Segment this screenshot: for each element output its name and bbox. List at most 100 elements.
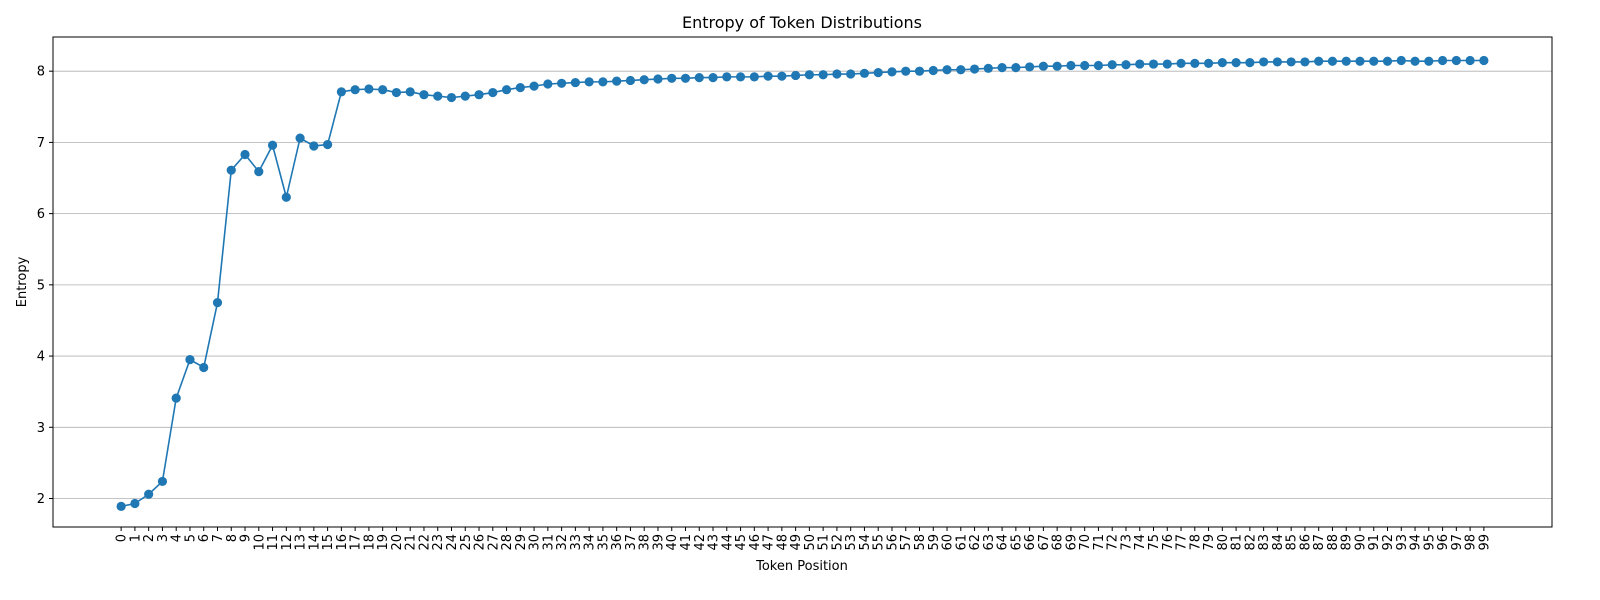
x-tick-label: 19	[376, 534, 391, 551]
x-tick-label: 36	[610, 534, 625, 551]
x-tick-label: 30	[528, 534, 543, 551]
data-point	[212, 298, 223, 308]
x-tick-label: 62	[968, 534, 983, 551]
data-point	[928, 65, 938, 76]
data-point	[433, 91, 443, 101]
data-point	[1272, 57, 1282, 67]
x-tick-label: 87	[1312, 534, 1327, 551]
x-tick-label: 1	[128, 534, 143, 542]
data-point	[1231, 58, 1241, 68]
data-point	[1121, 60, 1131, 70]
x-tick-label: 53	[844, 534, 859, 551]
data-point	[914, 66, 925, 76]
x-tick-label: 5	[183, 534, 198, 542]
data-point	[1176, 58, 1186, 68]
x-tick-label: 29	[514, 534, 529, 551]
data-point	[1465, 55, 1475, 66]
data-point	[1327, 56, 1338, 66]
x-tick-label: 50	[803, 534, 818, 551]
x-tick-label: 55	[872, 534, 887, 551]
data-point	[1066, 60, 1076, 71]
x-tick-label: 96	[1436, 534, 1451, 551]
x-tick-label: 31	[541, 534, 556, 551]
x-tick-label: 58	[913, 534, 928, 551]
x-tick-label: 64	[996, 534, 1011, 551]
data-point	[722, 72, 732, 82]
x-tick-label: 37	[624, 534, 639, 551]
x-tick-label: 74	[1133, 534, 1148, 551]
x-tick-label: 61	[954, 534, 969, 551]
data-point	[515, 82, 525, 93]
data-point	[956, 65, 966, 75]
x-tick-label: 0	[115, 534, 130, 542]
x-tick-label: 73	[1119, 534, 1134, 551]
x-tick-label: 45	[734, 534, 749, 551]
data-point	[1203, 58, 1214, 68]
x-tick-label: 97	[1450, 534, 1465, 551]
x-tick-label: 95	[1422, 534, 1437, 551]
data-point	[474, 90, 484, 100]
x-tick-label: 16	[335, 534, 350, 551]
data-point	[969, 64, 980, 74]
data-point	[144, 489, 154, 499]
data-point	[1025, 62, 1035, 72]
x-tick-label: 90	[1353, 534, 1368, 551]
y-tick-label: 4	[37, 350, 45, 365]
data-point	[281, 192, 291, 202]
x-tick-label: 4	[170, 534, 185, 542]
y-tick-label: 5	[37, 278, 45, 293]
y-tick-label: 7	[37, 136, 45, 151]
x-tick-label: 43	[707, 534, 722, 551]
y-tick-label: 8	[37, 65, 45, 80]
x-tick-label: 88	[1326, 534, 1341, 551]
data-point	[405, 87, 415, 97]
x-tick-label: 83	[1257, 534, 1272, 551]
data-point	[1080, 60, 1090, 71]
data-point	[1314, 56, 1324, 66]
x-tick-label: 49	[789, 534, 804, 551]
x-tick-label: 85	[1285, 534, 1300, 551]
data-point	[323, 139, 333, 150]
x-tick-label: 57	[899, 534, 914, 551]
y-axis-label: Entropy	[15, 256, 30, 307]
x-tick-label: 76	[1161, 534, 1176, 551]
data-point	[639, 75, 649, 85]
data-point	[1217, 58, 1227, 68]
plot-frame	[52, 36, 1553, 528]
x-tick-label: 40	[665, 534, 680, 551]
series-line	[120, 59, 1484, 508]
data-point	[267, 140, 278, 150]
data-point	[818, 70, 828, 80]
data-point	[460, 91, 470, 101]
data-point	[1038, 61, 1048, 71]
data-point	[1162, 59, 1172, 69]
data-point	[749, 72, 759, 82]
data-point	[598, 77, 608, 87]
x-tick-label: 92	[1381, 534, 1396, 551]
data-point	[1093, 60, 1104, 71]
x-tick-label: 15	[321, 534, 336, 551]
x-tick-label: 28	[500, 534, 515, 551]
x-tick-label: 56	[885, 534, 900, 551]
data-point	[557, 78, 567, 88]
x-tick-label: 70	[1078, 534, 1093, 551]
data-point	[446, 92, 457, 103]
x-tick-label: 9	[239, 534, 254, 542]
chart-title: Entropy of Token Distributions	[682, 13, 922, 32]
data-point	[185, 355, 195, 365]
data-point	[1286, 57, 1296, 67]
data-point	[309, 141, 319, 151]
x-tick-label: 69	[1064, 534, 1079, 551]
data-point	[1341, 56, 1351, 66]
data-point	[694, 72, 704, 83]
x-tick-label: 75	[1147, 534, 1162, 551]
x-tick-label: 99	[1477, 534, 1492, 551]
x-tick-label: 84	[1271, 534, 1286, 551]
x-tick-label: 77	[1175, 534, 1190, 551]
x-tick-label: 47	[762, 534, 777, 551]
data-point	[295, 133, 305, 143]
y-tick-label: 2	[37, 492, 45, 507]
x-tick-label: 44	[720, 534, 735, 551]
data-point	[1245, 58, 1255, 68]
data-point	[1424, 56, 1434, 66]
